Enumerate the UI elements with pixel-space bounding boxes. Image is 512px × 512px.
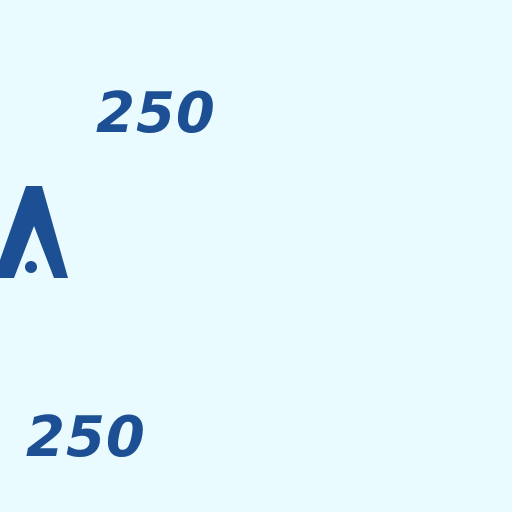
- bottom-250-label: 250: [26, 405, 146, 470]
- triangle-logo-fragment-icon: [0, 186, 68, 278]
- top-250-label: 250: [96, 81, 216, 146]
